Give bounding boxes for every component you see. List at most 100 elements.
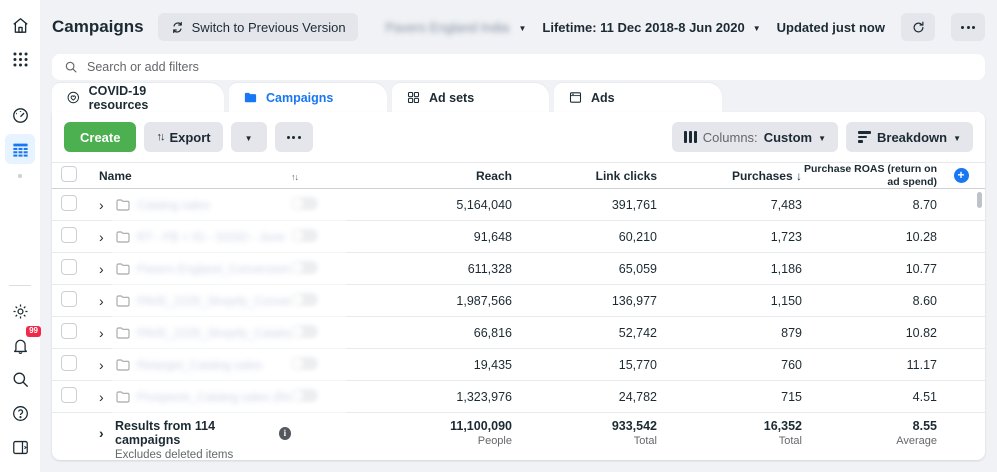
expand-chevron-icon[interactable]: › <box>99 292 104 309</box>
expand-chevron-icon[interactable]: › <box>99 260 104 277</box>
reach-value: 1,323,976 <box>456 389 512 404</box>
tab-label: Ad sets <box>429 90 475 105</box>
campaign-status-toggle[interactable] <box>291 196 318 210</box>
expand-chevron-icon[interactable]: › <box>99 196 104 213</box>
export-button[interactable]: ↑↓ Export <box>144 122 223 152</box>
export-dropdown-button[interactable]: ▼ <box>230 122 267 152</box>
home-icon[interactable] <box>5 10 35 40</box>
sort-toggle-icon[interactable]: ↑↓ <box>291 171 299 182</box>
date-range-selector[interactable]: Lifetime: 11 Dec 2018-8 Jun 2020 ▼ <box>542 20 760 35</box>
info-icon[interactable]: i <box>278 426 291 440</box>
switch-version-button[interactable]: Switch to Previous Version <box>157 13 358 41</box>
add-column-icon[interactable]: + <box>953 168 969 184</box>
campaign-name[interactable]: RT - FB + IG - SSSD - June <box>137 229 285 244</box>
search-sidebar-icon[interactable] <box>5 364 35 394</box>
chevron-down-icon: ▼ <box>244 133 253 143</box>
filter-search-bar[interactable] <box>52 54 985 80</box>
chevron-down-icon: ▼ <box>953 133 961 143</box>
reach-value: 611,328 <box>467 261 512 276</box>
tab-ad-sets[interactable]: Ad sets <box>392 83 549 112</box>
folder-icon <box>115 389 131 405</box>
row-checkbox[interactable] <box>61 227 77 244</box>
row-checkbox[interactable] <box>61 259 77 276</box>
link-clicks-value: 391,761 <box>611 197 657 212</box>
columns-button[interactable]: Columns: Custom ▼ <box>671 122 838 152</box>
reach-value: 19,435 <box>473 357 512 372</box>
select-all-checkbox[interactable] <box>61 166 77 183</box>
campaign-row[interactable]: › Catalog sales 5,164,040 391,761 7,483 … <box>52 189 985 222</box>
column-header-name[interactable]: Name <box>99 168 132 183</box>
row-checkbox[interactable] <box>61 323 77 340</box>
expand-chevron-icon[interactable]: › <box>99 324 104 341</box>
expand-chevron-icon[interactable]: › <box>99 356 104 373</box>
campaign-name[interactable]: Pavers England_Conversions <box>137 261 291 276</box>
ad-account-selector[interactable]: Pavers England India (75... ▼ <box>385 20 526 35</box>
column-header-link-clicks[interactable]: Link clicks <box>595 168 657 183</box>
top-bar: Campaigns Switch to Previous Version Pav… <box>52 0 985 54</box>
expand-chevron-icon[interactable]: › <box>99 228 104 245</box>
campaign-row[interactable]: › PAVE_2225_Shopify_CatalogSales_Dyn... … <box>52 317 985 350</box>
tab-campaigns[interactable]: Campaigns <box>229 83 387 112</box>
settings-gear-icon[interactable] <box>5 296 35 326</box>
row-checkbox[interactable] <box>61 387 77 404</box>
campaign-row[interactable]: › Prospects_Catalog sales (Revamped) 1,3… <box>52 381 985 414</box>
expand-chevron-icon[interactable]: › <box>99 425 104 442</box>
row-checkbox[interactable] <box>61 195 77 212</box>
reach-total: 11,100,090 <box>450 419 512 434</box>
campaign-status-toggle[interactable] <box>291 324 318 338</box>
row-checkbox[interactable] <box>61 355 77 372</box>
column-header-reach[interactable]: Reach <box>475 168 512 183</box>
campaign-status-toggle[interactable] <box>291 292 318 306</box>
campaign-name[interactable]: Prospects_Catalog sales (Revamped) <box>137 389 291 404</box>
campaign-name[interactable]: Retarget_Catalog sales <box>137 357 263 372</box>
more-options-button[interactable] <box>951 13 985 41</box>
notifications-bell-icon[interactable]: 99 <box>5 326 41 360</box>
main-area: Campaigns Switch to Previous Version Pav… <box>40 0 997 472</box>
notification-badge: 99 <box>26 326 41 337</box>
folder-icon <box>244 92 257 103</box>
campaign-row[interactable]: › Retarget_Catalog sales 19,435 15,770 7… <box>52 349 985 382</box>
folder-icon <box>115 357 131 373</box>
campaign-status-toggle[interactable] <box>291 260 318 274</box>
refresh-button[interactable] <box>901 13 935 41</box>
tab-ads[interactable]: Ads <box>554 83 722 112</box>
expand-chevron-icon[interactable]: › <box>99 388 104 405</box>
column-header-purchases[interactable]: Purchases ↓ <box>731 168 802 183</box>
search-icon <box>65 61 77 73</box>
campaign-status-toggle[interactable] <box>291 228 318 242</box>
search-input[interactable] <box>87 60 973 74</box>
campaign-status-toggle[interactable] <box>291 356 318 370</box>
roas-value: 8.60 <box>912 293 937 308</box>
ads-manager-table-icon[interactable] <box>5 134 35 164</box>
link-clicks-value: 136,977 <box>611 293 657 308</box>
campaign-row[interactable]: › PAVE_2225_Shopify_Conversions_Pros... … <box>52 285 985 318</box>
column-header-roas[interactable]: Purchase ROAS (return on ad spend) <box>803 163 937 188</box>
help-icon[interactable] <box>5 398 35 428</box>
refresh-icon <box>913 21 923 32</box>
purchases-value: 715 <box>781 389 802 404</box>
vertical-scrollbar[interactable] <box>977 192 982 209</box>
campaign-status-toggle[interactable] <box>291 388 318 402</box>
campaign-name[interactable]: PAVE_2225_Shopify_CatalogSales_Dyn... <box>137 325 291 340</box>
campaign-row[interactable]: › RT - FB + IG - SSSD - June 91,648 60,2… <box>52 221 985 254</box>
link-clicks-unit: Total <box>633 435 657 448</box>
expand-panel-icon[interactable] <box>5 432 35 462</box>
breakdown-button[interactable]: Breakdown ▼ <box>846 122 973 152</box>
row-checkbox[interactable] <box>61 291 77 308</box>
tab-covid-resources[interactable]: COVID-19 resources <box>52 83 224 112</box>
roas-value: 10.77 <box>905 261 937 276</box>
excludes-note: Excludes deleted items <box>115 449 234 460</box>
columns-icon <box>683 131 697 143</box>
ads-reporting-gauge-icon[interactable] <box>5 100 35 130</box>
create-button[interactable]: Create <box>64 122 137 152</box>
campaign-row[interactable]: › Pavers England_Conversions 611,328 65,… <box>52 253 985 286</box>
apps-grid-icon[interactable] <box>5 44 35 74</box>
heart-circle-icon <box>67 91 79 104</box>
campaign-name[interactable]: Catalog sales <box>137 197 210 212</box>
campaign-name[interactable]: PAVE_2225_Shopify_Conversions_Pros... <box>137 293 291 308</box>
chevron-down-icon: ▼ <box>818 133 826 143</box>
purchases-value: 879 <box>781 325 802 340</box>
updated-status: Updated just now <box>776 19 885 35</box>
toolbar-more-button[interactable] <box>274 122 313 152</box>
